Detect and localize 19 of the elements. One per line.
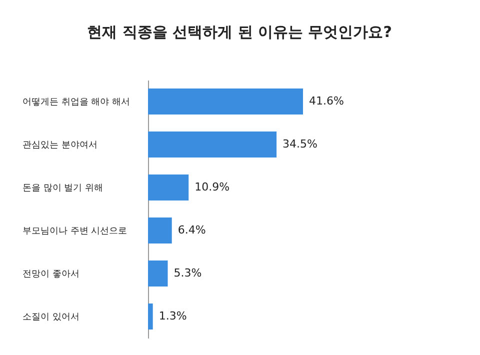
chart-title: 현재 직종을 선택하게 된 이유는 무엇인가요? xyxy=(87,23,392,41)
bar xyxy=(148,132,277,158)
data-label: 1.3% xyxy=(158,310,187,322)
bar xyxy=(148,260,168,286)
y-tick-label: 부모님이나 주변 시선으로 xyxy=(22,226,128,236)
data-label: 6.4% xyxy=(178,224,206,236)
y-tick-label: 전망이 좋아서 xyxy=(22,270,80,280)
data-label: 41.6% xyxy=(309,94,344,108)
data-label: 10.9% xyxy=(194,180,230,194)
bar xyxy=(148,174,189,200)
bar xyxy=(148,304,153,330)
y-tick-label: 관심있는 분야여서 xyxy=(22,140,98,150)
data-label: 34.5% xyxy=(282,138,318,150)
y-tick-label: 돈을 많이 벌기 위해 xyxy=(22,184,104,194)
bar xyxy=(148,218,172,244)
y-tick-label: 소질이 있어서 xyxy=(22,312,80,322)
y-tick-label: 어떻게든 취업을 해야 해서 xyxy=(22,98,130,108)
bar xyxy=(148,88,303,114)
data-label: 5.3% xyxy=(174,266,202,280)
